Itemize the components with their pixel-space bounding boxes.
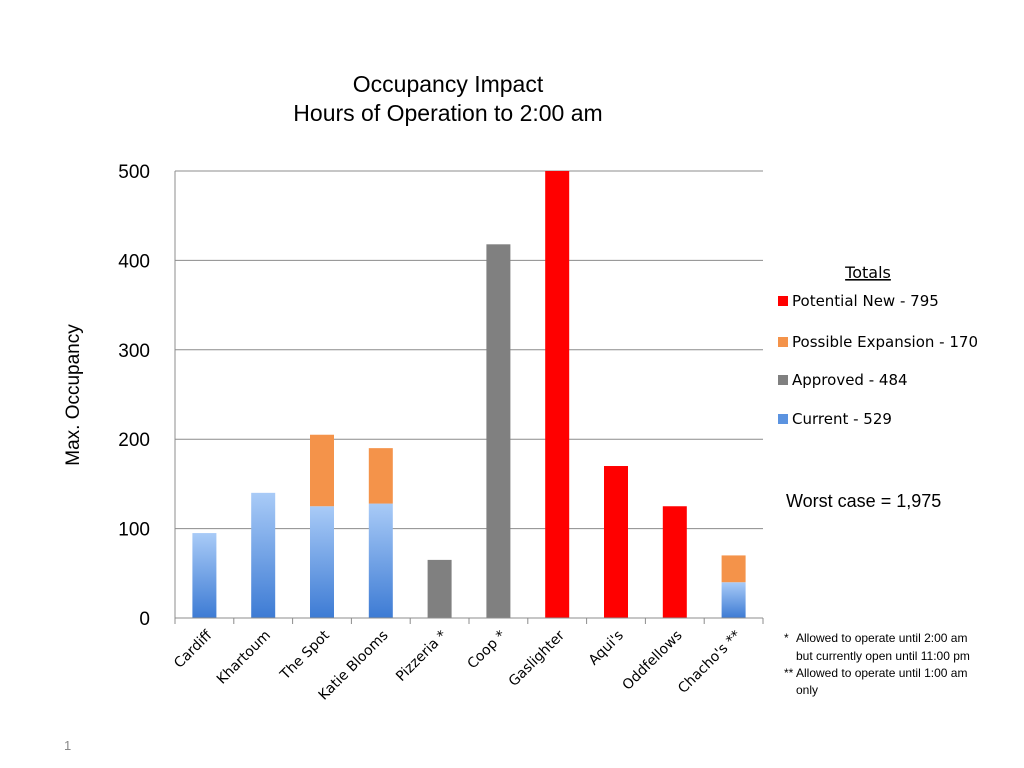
page-number: 1	[64, 738, 71, 753]
y-tick-label: 0	[139, 609, 150, 630]
footnote-line: Allowed to operate until 2:00 am	[796, 631, 967, 645]
x-category-label: Coop *	[465, 628, 510, 673]
x-category-label: Aqui's	[586, 628, 627, 669]
legend-label-potential-new: Potential New - 795	[792, 292, 939, 310]
x-category-label: Chacho's **	[675, 628, 744, 697]
bar-potential_new	[662, 506, 687, 618]
y-tick-label: 100	[118, 520, 150, 541]
legend-swatch-approved	[778, 375, 788, 385]
legend-label-possible-expansion: Possible Expansion - 170	[792, 333, 978, 351]
bar-current	[368, 503, 393, 618]
footnote-marker: **	[784, 666, 794, 680]
legend-label-current: Current - 529	[792, 410, 892, 428]
bar-current	[721, 582, 746, 618]
y-tick-label: 200	[118, 430, 150, 451]
bar-potential_new	[545, 171, 570, 618]
legend-title: Totals	[844, 263, 891, 282]
bar-possible_expansion	[721, 555, 746, 583]
worst-case-annotation: Worst case = 1,975	[786, 491, 941, 511]
axes	[174, 171, 764, 624]
x-category-label: The Spot	[277, 627, 333, 683]
footnote-line: only	[796, 683, 818, 697]
chart-subtitle: Hours of Operation to 2:00 am	[293, 100, 602, 126]
bar-possible_expansion	[310, 434, 334, 507]
bar-current	[310, 506, 334, 618]
x-category-label: Pizzeria *	[393, 628, 450, 685]
x-category-label: Gaslighter	[506, 627, 568, 689]
footnote-marker: *	[784, 631, 789, 645]
y-tick-labels: 0 100 200 300 400 500	[118, 162, 150, 630]
bar-current	[251, 492, 276, 618]
bar-approved	[427, 559, 452, 618]
legend: Totals Potential New - 795 Possible Expa…	[778, 263, 978, 428]
bars	[192, 171, 746, 619]
y-tick-label: 300	[118, 341, 150, 362]
y-tick-label: 500	[118, 162, 150, 183]
gridlines	[175, 170, 763, 530]
bar-current	[192, 533, 217, 618]
footnote-line: but currently open until 11:00 pm	[796, 649, 970, 663]
legend-swatch-possible-expansion	[778, 337, 788, 347]
bar-possible_expansion	[368, 448, 393, 504]
x-category-label: Cardiff	[171, 627, 215, 671]
bar-potential_new	[604, 466, 628, 618]
chart-title: Occupancy Impact	[353, 71, 544, 97]
footnotes: * Allowed to operate until 2:00 am but c…	[784, 631, 970, 697]
bar-approved	[486, 244, 511, 619]
legend-swatch-current	[778, 414, 788, 424]
x-category-label: Khartoum	[214, 628, 274, 688]
legend-label-approved: Approved - 484	[792, 371, 908, 389]
footnote-line: Allowed to operate until 1:00 am	[796, 666, 967, 680]
y-axis-label: Max. Occupancy	[63, 324, 84, 466]
legend-swatch-potential-new	[778, 296, 788, 306]
y-tick-label: 400	[118, 251, 150, 272]
